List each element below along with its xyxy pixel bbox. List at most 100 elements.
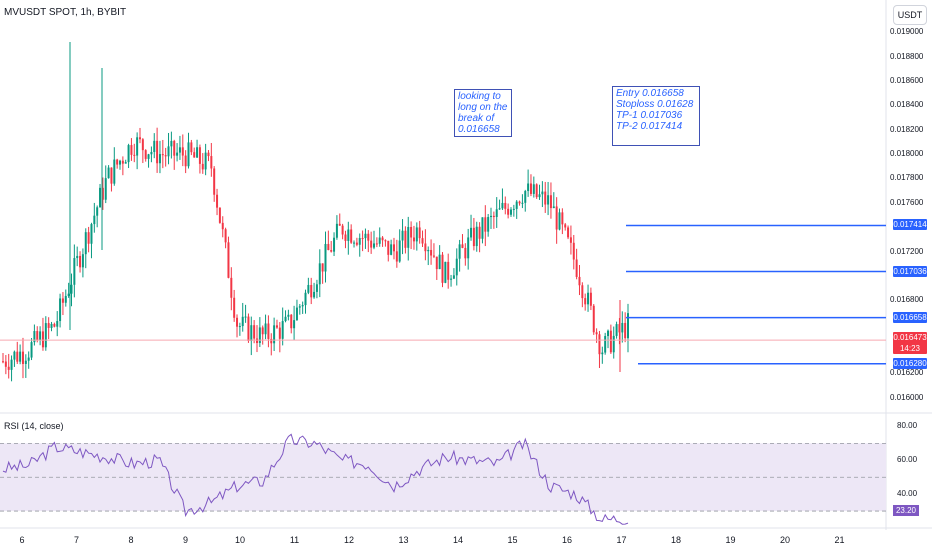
price-tick-label: 0.016200 [890, 368, 924, 378]
rsi-tick-label: 40.00 [897, 489, 918, 499]
time-tick-label: 13 [398, 535, 409, 545]
time-tick-label: 16 [561, 535, 573, 545]
candle-down [464, 247, 467, 259]
candle-up [621, 322, 624, 333]
candle-up [481, 217, 484, 239]
candle-down [338, 223, 341, 226]
candle-up [509, 209, 512, 215]
candle-down [267, 323, 270, 339]
candle-down [584, 298, 587, 305]
candle-up [273, 325, 276, 344]
time-tick-label: 6 [19, 535, 25, 545]
candle-up [10, 359, 13, 370]
candle-up [587, 292, 590, 305]
current-price-value: 0.016473 [893, 333, 927, 343]
candle-up [104, 178, 107, 200]
candle-up [293, 320, 296, 329]
candle-down [41, 331, 44, 348]
candle-up [19, 351, 22, 362]
candle-up [450, 278, 453, 280]
candle-down [367, 233, 370, 241]
candle-up [136, 137, 139, 156]
candle-down [504, 202, 507, 209]
candle-up [532, 184, 535, 194]
candle-down [138, 137, 141, 140]
candle-up [59, 298, 62, 322]
time-tick-label: 21 [834, 535, 845, 545]
candle-down [216, 194, 219, 208]
candle-up [113, 159, 116, 184]
candle-up [444, 261, 447, 283]
candle-up [524, 191, 527, 203]
candle-down [535, 184, 538, 198]
candle-down [2, 361, 4, 363]
candle-down [190, 142, 193, 153]
candle-up [304, 292, 307, 306]
candle-down [79, 255, 82, 268]
price-tick-label: 0.017200 [890, 246, 924, 256]
candle-up [27, 357, 30, 361]
candle-up [196, 147, 199, 158]
candle-up [333, 237, 336, 252]
candle-down [224, 229, 227, 243]
candle-up [295, 307, 298, 321]
annotation-long-note[interactable]: looking to long on the break of 0.016658 [454, 89, 512, 137]
candle-down [210, 156, 213, 169]
candle-up [495, 209, 498, 218]
candle-down [173, 140, 176, 156]
candle-up [490, 215, 493, 218]
candle-up [601, 352, 604, 355]
candle-up [70, 284, 73, 294]
candle-down [375, 243, 378, 245]
time-tick-label: 14 [452, 535, 464, 545]
price-tick-label: 0.019000 [890, 27, 924, 37]
candle-down [327, 243, 330, 251]
candle-down [270, 338, 273, 344]
time-tick-label: 7 [73, 535, 80, 545]
candle-down [430, 249, 433, 256]
candle-up [538, 194, 541, 198]
candle-up [90, 224, 93, 244]
candle-down [361, 238, 364, 240]
candle-up [167, 146, 170, 157]
candle-up [521, 202, 524, 204]
candle-up [13, 351, 16, 360]
candle-up [324, 243, 327, 272]
time-tick-label: 10 [234, 535, 246, 545]
candle-down [412, 237, 415, 242]
candle-up [281, 321, 284, 339]
time-tick-label: 17 [616, 535, 627, 545]
candle-up [244, 316, 247, 318]
candle-down [213, 168, 216, 195]
candle-up [147, 154, 150, 159]
candle-up [515, 201, 518, 209]
candle-up [415, 227, 418, 242]
candle-up [627, 313, 629, 339]
candle-down [555, 206, 558, 230]
candle-down [618, 324, 621, 333]
candle-down [290, 314, 293, 329]
level-price-badge: 0.017414 [893, 219, 927, 231]
candle-up [315, 284, 318, 292]
candle-down [227, 242, 230, 278]
candle-up [33, 331, 36, 343]
price-tick-label: 0.017600 [890, 197, 924, 207]
candle-down [116, 159, 119, 165]
candle-down [569, 237, 572, 243]
candle-down [161, 154, 164, 156]
candle-down [432, 255, 435, 257]
candle-up [398, 240, 401, 262]
annotation-trade-plan[interactable]: Entry 0.016658 Stoploss 0.01628 TP-1 0.0… [612, 86, 700, 146]
candle-up [96, 207, 99, 216]
price-tick-label: 0.018000 [890, 149, 924, 159]
candle-down [529, 183, 532, 194]
currency-button[interactable]: USDT [893, 5, 927, 25]
candle-up [318, 263, 321, 285]
level-price-badge: 0.016658 [893, 311, 927, 323]
candle-down [484, 217, 487, 232]
candle-down [370, 240, 373, 248]
price-tick-label: 0.018800 [890, 51, 924, 61]
candle-up [470, 227, 473, 238]
candle-down [595, 332, 598, 335]
